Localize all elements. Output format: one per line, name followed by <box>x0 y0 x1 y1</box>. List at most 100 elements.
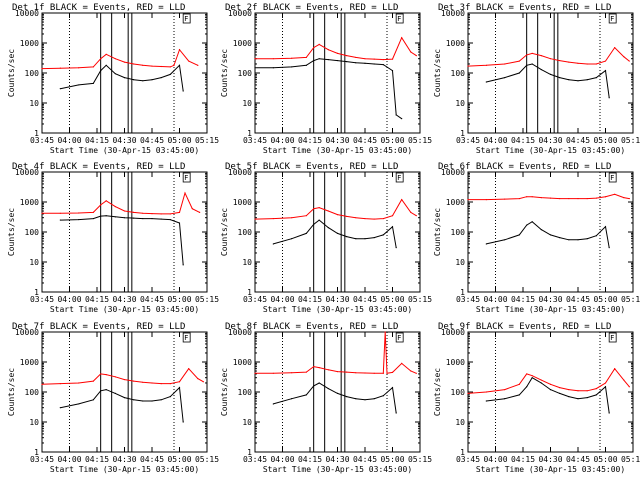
x-tick-label: 04:45 <box>353 136 377 145</box>
x-tick-label: 04:15 <box>85 295 109 304</box>
x-tick-label: 04:00 <box>270 295 294 304</box>
x-tick-label: 04:30 <box>112 136 136 145</box>
series-point-events <box>254 67 256 69</box>
chart-title: Det 6f BLACK = Events, RED = LLD <box>438 162 611 172</box>
x-tick-label: 04:30 <box>112 295 136 304</box>
series-line-events <box>60 386 184 423</box>
series-point-lld <box>78 212 80 214</box>
x-tick-label: 04:00 <box>57 136 81 145</box>
x-tick-label: 03:45 <box>243 136 267 145</box>
y-tick-label: 10 <box>242 418 252 427</box>
flag-marker-label: F <box>184 15 188 23</box>
series-point-events <box>364 62 366 64</box>
series-point-lld <box>526 54 528 56</box>
x-tick-label: 03:45 <box>456 295 480 304</box>
series-point-events <box>78 218 80 221</box>
series-point-events <box>151 79 153 81</box>
series-point-events <box>608 247 610 249</box>
y-tick-label: 1 <box>247 448 252 457</box>
x-axis-label: Start Time (30-Apr-15 03:45:00) <box>476 305 625 314</box>
x-tick-label: 05:15 <box>195 295 219 304</box>
series-point-lld <box>568 197 570 200</box>
series-point-events <box>169 218 171 221</box>
x-tick-label: 04:00 <box>270 455 294 464</box>
series-point-events <box>549 234 552 236</box>
series-line-events <box>273 219 397 248</box>
series-point-events <box>485 243 487 245</box>
series-point-lld <box>382 372 384 374</box>
flag-box <box>182 332 191 343</box>
series-line-lld <box>467 46 630 67</box>
series-point-lld <box>318 207 320 209</box>
series-point-events <box>568 396 570 398</box>
y-tick-label: 1 <box>247 129 252 138</box>
y-tick-label: 1 <box>34 448 39 457</box>
series-point-events <box>595 394 597 396</box>
x-tick-label: 04:15 <box>85 455 109 464</box>
series-point-events <box>604 70 607 72</box>
series-line-lld <box>254 198 417 220</box>
series-point-lld <box>504 63 506 65</box>
y-tick-label: 1 <box>460 129 465 138</box>
series-line-events <box>486 221 610 248</box>
series-point-lld <box>318 367 320 369</box>
series-point-events <box>142 80 144 82</box>
series-point-lld <box>373 58 375 60</box>
series-point-events <box>504 398 506 400</box>
series-point-events <box>373 237 375 239</box>
series-point-lld <box>485 199 487 201</box>
series-point-events <box>346 60 348 63</box>
y-tick-label: 10000 <box>441 168 465 177</box>
series-point-lld <box>202 381 204 383</box>
x-tick-label: 04:00 <box>483 295 507 304</box>
x-tick-label: 04:30 <box>538 136 562 145</box>
chart-title: Det 2f BLACK = Events, RED = LLD <box>225 3 398 13</box>
chart-title: Det 7f BLACK = Events, RED = LLD <box>12 322 185 332</box>
y-tick-label: 10000 <box>15 9 39 18</box>
flag-marker-label: F <box>184 334 188 342</box>
series-point-lld <box>272 58 274 60</box>
series-point-lld <box>272 217 274 220</box>
series-line-lld <box>255 36 417 61</box>
series-point-events <box>568 79 570 81</box>
series-point-lld <box>59 67 61 69</box>
plot-frame <box>467 12 634 134</box>
series-point-lld <box>364 372 366 374</box>
x-axis-label: Start Time (30-Apr-15 03:45:00) <box>476 465 625 474</box>
x-tick-label: 05:15 <box>621 455 640 464</box>
y-tick-label: 100 <box>451 388 466 397</box>
series-point-lld <box>305 371 307 373</box>
series-point-lld <box>178 49 181 51</box>
series-point-events <box>114 216 116 218</box>
series-point-lld <box>410 211 412 214</box>
x-tick-label: 04:15 <box>298 295 322 304</box>
series-point-events <box>78 84 80 86</box>
x-tick-label: 04:45 <box>566 136 590 145</box>
series-point-lld <box>188 60 190 62</box>
series-point-lld <box>531 52 533 55</box>
series-line-events <box>273 382 397 414</box>
series-point-lld <box>92 380 94 382</box>
y-tick-label: 10 <box>29 99 39 108</box>
y-tick-label: 1 <box>460 448 465 457</box>
series-point-lld <box>160 65 162 68</box>
series-point-events <box>346 396 348 398</box>
series-point-lld <box>614 193 616 195</box>
y-axis-label: Counts/sec <box>220 49 229 97</box>
series-point-lld <box>142 381 144 383</box>
series-point-lld <box>586 390 588 392</box>
series-point-lld <box>391 215 394 217</box>
series-point-events <box>401 118 403 120</box>
flag-box <box>182 172 191 183</box>
chart-panel-4: Det 4f BLACK = Events, RED = LLD 1 10 100 10… <box>7 162 219 314</box>
series-line-events <box>60 64 184 92</box>
series-point-lld <box>401 199 403 201</box>
series-point-events <box>318 58 320 60</box>
x-tick-label: 05:00 <box>167 136 191 145</box>
series-point-lld <box>305 215 307 217</box>
y-tick-label: 1000 <box>446 358 465 367</box>
chart-title: Det 8f BLACK = Events, RED = LLD <box>225 322 398 332</box>
x-axis-label: Start Time (30-Apr-15 03:45:00) <box>50 465 199 474</box>
x-tick-label: 05:15 <box>408 455 432 464</box>
